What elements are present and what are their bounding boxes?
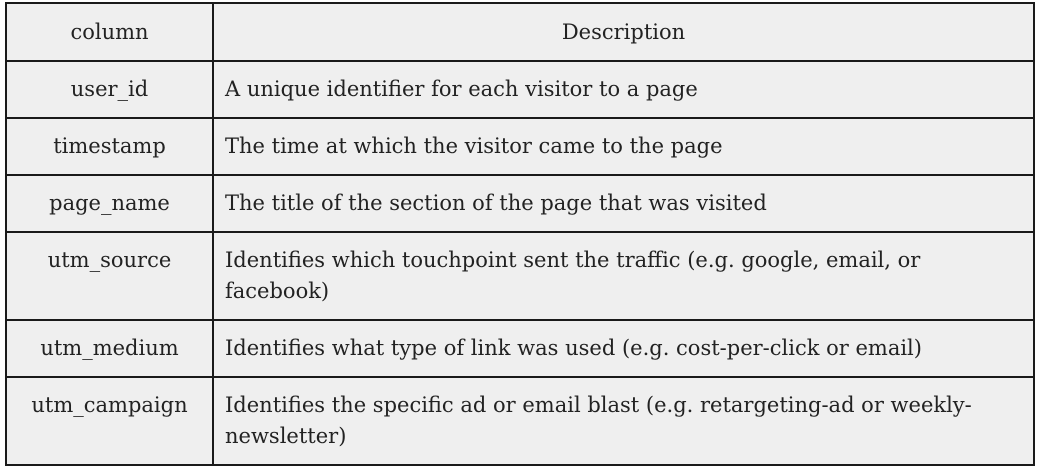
table-row: utm_medium Identifies what type of link …	[5, 319, 1035, 378]
cell-description: Identifies the specific ad or email blas…	[212, 376, 1035, 466]
header-description: Description	[212, 2, 1035, 62]
table-row: user_id A unique identifier for each vis…	[5, 60, 1035, 119]
cell-description: The title of the section of the page tha…	[212, 174, 1035, 233]
table-row: utm_campaign Identifies the specific ad …	[5, 376, 1035, 466]
table-row: page_name The title of the section of th…	[5, 174, 1035, 233]
column-description-table: column Description user_id A unique iden…	[5, 2, 1035, 466]
header-column: column	[5, 2, 214, 62]
cell-column-name: timestamp	[5, 117, 214, 176]
cell-description: Identifies what type of link was used (e…	[212, 319, 1035, 378]
table-row: timestamp The time at which the visitor …	[5, 117, 1035, 176]
cell-column-name: utm_source	[5, 231, 214, 321]
cell-description: Identifies which touchpoint sent the tra…	[212, 231, 1035, 321]
cell-column-name: page_name	[5, 174, 214, 233]
column-description-table-container: column Description user_id A unique iden…	[5, 2, 1035, 466]
cell-column-name: user_id	[5, 60, 214, 119]
cell-description: The time at which the visitor came to th…	[212, 117, 1035, 176]
table-header-row: column Description	[5, 2, 1035, 62]
cell-description: A unique identifier for each visitor to …	[212, 60, 1035, 119]
cell-column-name: utm_campaign	[5, 376, 214, 466]
table-row: utm_source Identifies which touchpoint s…	[5, 231, 1035, 321]
cell-column-name: utm_medium	[5, 319, 214, 378]
